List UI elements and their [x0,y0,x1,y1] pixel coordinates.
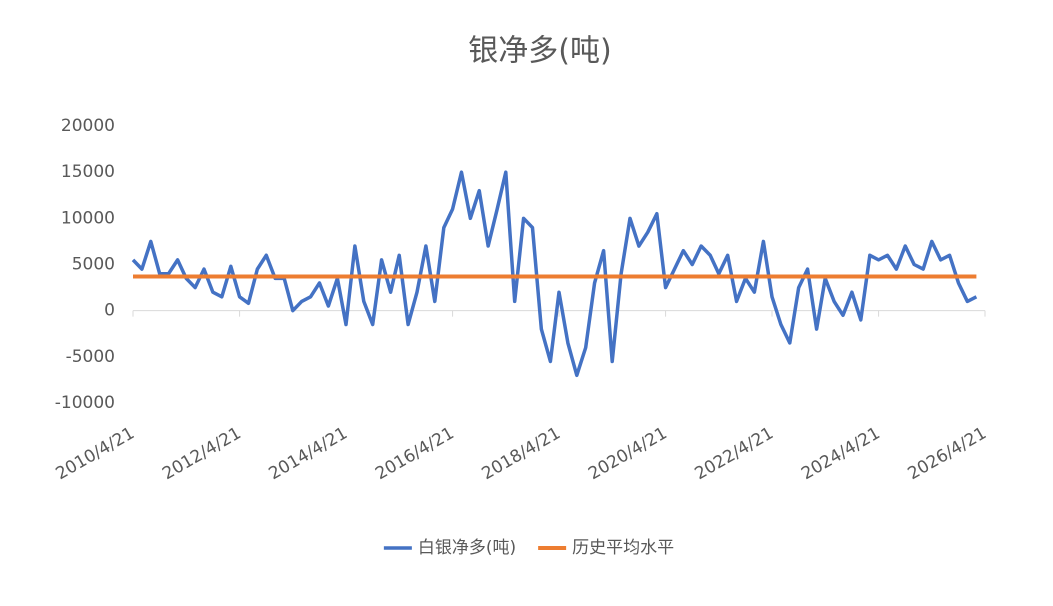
y-tick-label: 15000 [61,162,115,182]
y-tick-label: 20000 [61,116,115,136]
x-tick-label: 2020/4/21 [585,423,670,484]
y-tick-label: 5000 [72,255,115,275]
x-tick-label: 2018/4/21 [479,423,564,484]
y-tick-label: -10000 [55,393,115,413]
x-tick-label: 2024/4/21 [798,423,883,484]
legend-label: 历史平均水平 [572,538,674,558]
y-tick-label: 0 [104,301,115,321]
legend-label: 白银净多(吨) [418,538,516,558]
x-tick-label: 2016/4/21 [372,423,457,484]
x-tick-label: 2010/4/21 [53,423,138,484]
x-tick-label: 2026/4/21 [905,423,990,484]
x-tick-label: 2022/4/21 [692,423,777,484]
y-tick-label: -5000 [66,347,115,367]
y-tick-label: 10000 [61,208,115,228]
x-tick-label: 2014/4/21 [266,423,351,484]
chart-title: 银净多(吨) [468,34,611,69]
x-tick-label: 2012/4/21 [159,423,244,484]
series-line [131,170,978,378]
